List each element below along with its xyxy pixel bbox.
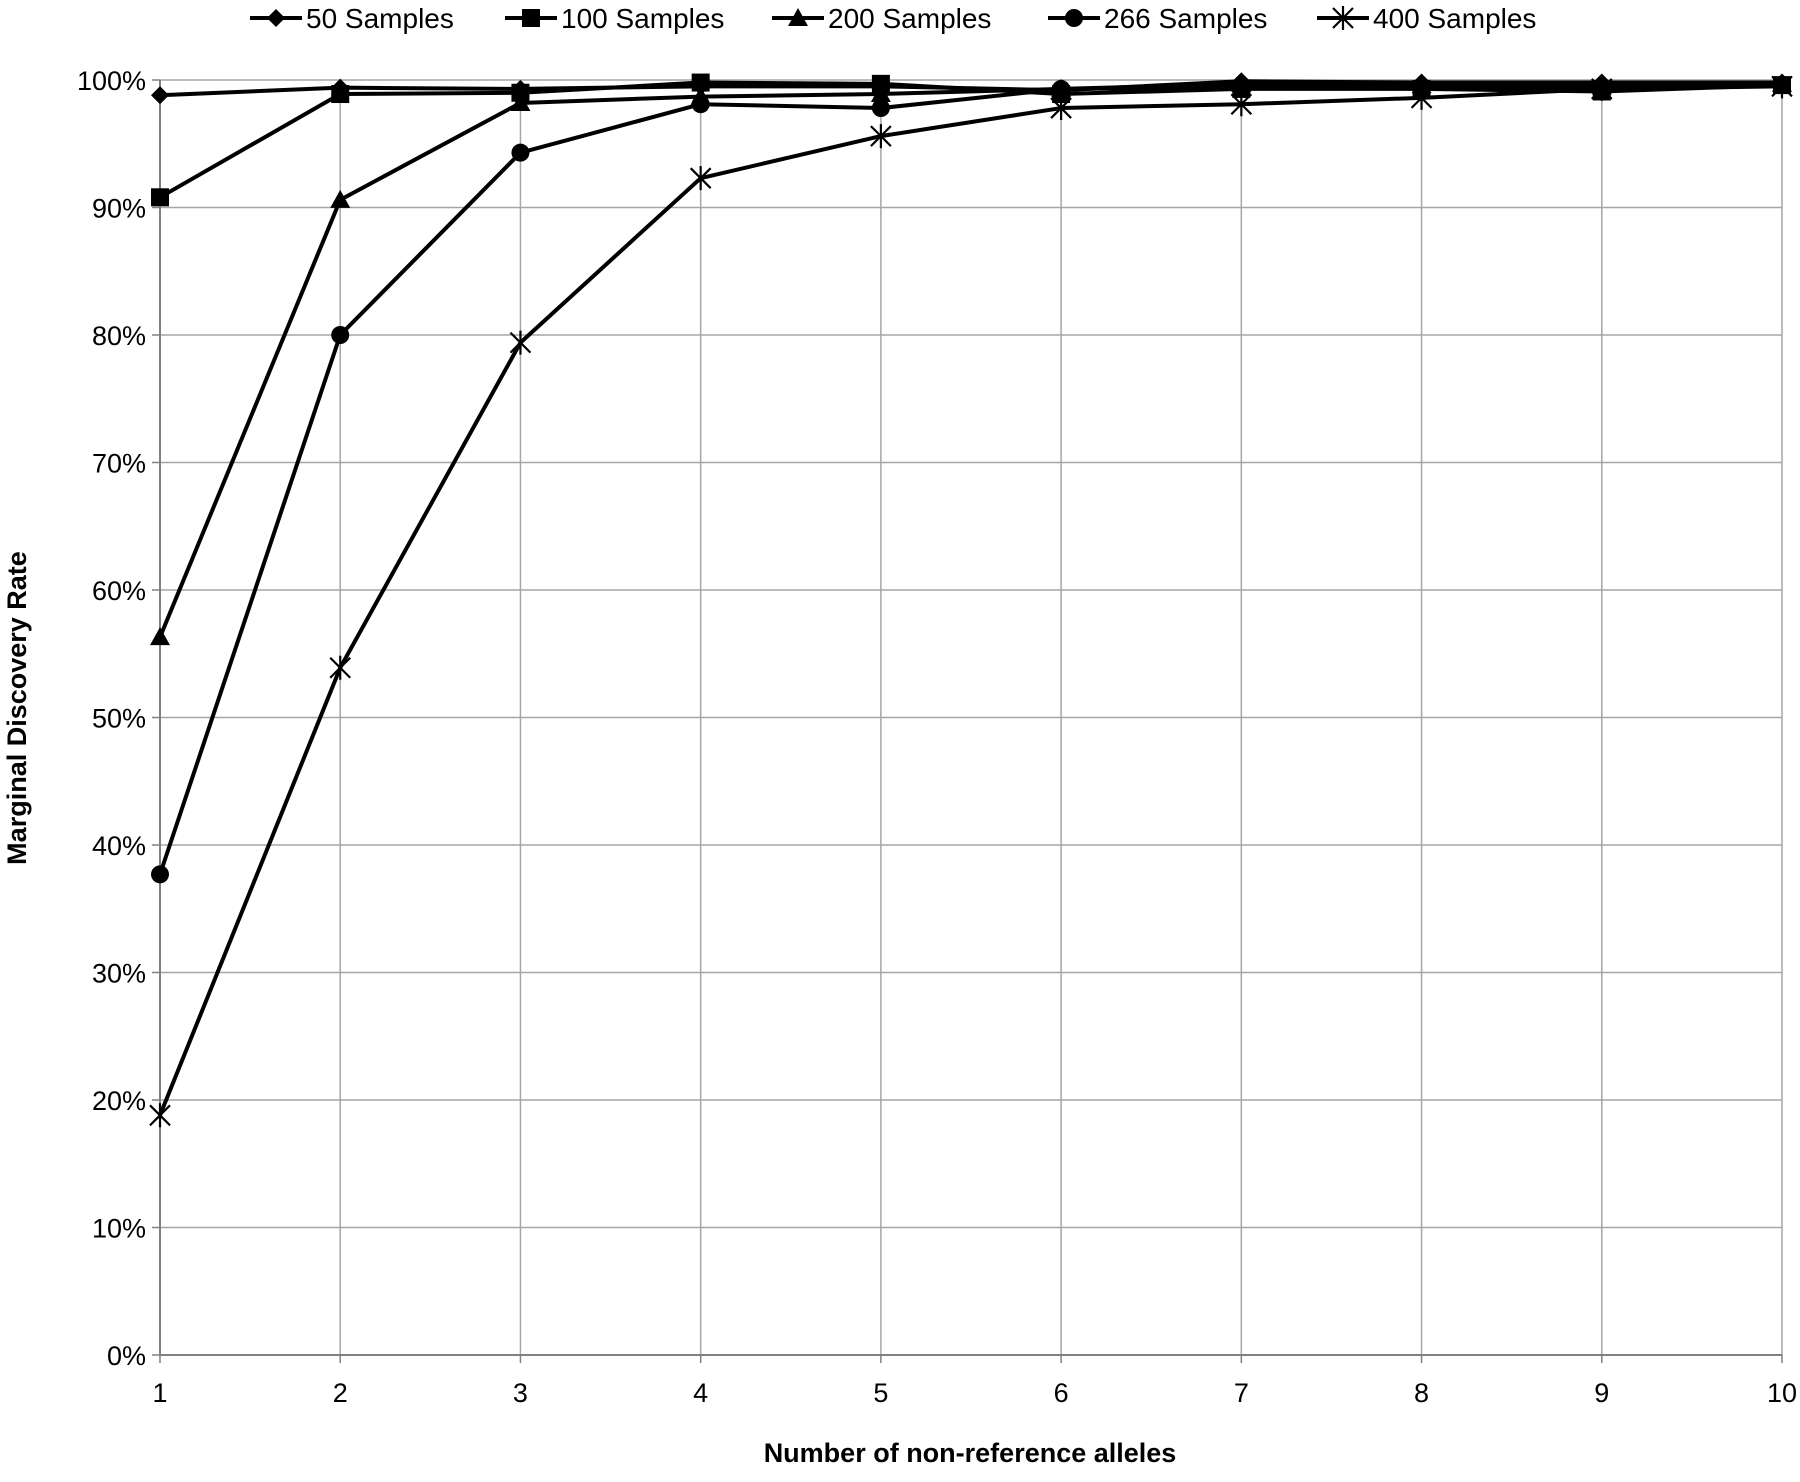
data-point: [510, 92, 531, 111]
data-point: [1771, 74, 1793, 99]
x-axis-title: Number of non-reference alleles: [764, 1438, 1177, 1468]
legend-marker: [1332, 6, 1354, 30]
data-point: [870, 84, 891, 103]
y-tick-label: 60%: [92, 576, 146, 606]
data-point: [1050, 96, 1072, 121]
series-line: [159, 80, 1783, 200]
y-axis-title: Marginal Discovery Rate: [2, 551, 32, 865]
data-point: [871, 74, 890, 93]
series-line: [158, 83, 1783, 875]
legend-marker: [267, 9, 285, 27]
x-tick-label: 2: [333, 1378, 348, 1408]
data-point: [1410, 85, 1433, 110]
x-tick-label: 1: [152, 1378, 167, 1408]
series-line: [158, 84, 1783, 1117]
data-point: [691, 73, 710, 92]
tick-labels: 0% 10% 20% 30% 40% 50% 60% 70% 80% 90% 100% 1 2 3 4 5 6 7…: [77, 66, 1797, 1408]
series-5: [149, 74, 1793, 1128]
data-point: [689, 166, 712, 191]
legend-label: 200 Samples: [828, 3, 991, 34]
data-point: [1052, 79, 1071, 98]
legend-label: 50 Samples: [306, 3, 454, 34]
data-point: [1591, 76, 1613, 101]
y-tick-label: 90%: [92, 194, 146, 224]
data-point: [511, 83, 530, 102]
x-tick-label: 4: [693, 1378, 708, 1408]
x-tick-label: 9: [1594, 1378, 1609, 1408]
legend-item: 50 Samples: [250, 3, 454, 34]
data-point: [329, 655, 351, 680]
legend-marker: [522, 9, 540, 27]
legend-label: 400 Samples: [1373, 3, 1536, 34]
data-point: [330, 189, 351, 208]
legend-marker: [1065, 9, 1083, 27]
axes: [152, 79, 1783, 1363]
data-point: [149, 1103, 171, 1128]
legend-label: 100 Samples: [561, 3, 724, 34]
y-tick-label: 10%: [92, 1214, 146, 1244]
y-tick-label: 20%: [92, 1086, 146, 1116]
x-tick-label: 6: [1054, 1378, 1069, 1408]
y-tick-label: 40%: [92, 831, 146, 861]
series-3: [150, 73, 1792, 646]
x-tick-label: 5: [873, 1378, 888, 1408]
y-tick-label: 100%: [77, 66, 146, 96]
legend-item: 100 Samples: [505, 3, 724, 34]
legend-label: 266 Samples: [1104, 3, 1267, 34]
series-4: [151, 76, 1791, 884]
data-point: [691, 95, 710, 114]
data-point: [151, 188, 169, 207]
data-point: [150, 627, 170, 646]
y-tick-label: 80%: [92, 321, 146, 351]
legend-marker: [788, 8, 808, 26]
x-tick-label: 10: [1767, 1378, 1797, 1408]
data-point: [331, 326, 350, 344]
legend-item: 266 Samples: [1048, 3, 1267, 34]
data-point: [870, 124, 892, 149]
data-point: [331, 85, 350, 104]
gridlines: [160, 79, 1783, 1355]
data-point: [151, 865, 169, 884]
y-tick-label: 50%: [92, 704, 146, 734]
y-tick-label: 70%: [92, 449, 146, 479]
data-point: [1232, 78, 1251, 97]
x-tick-label: 3: [513, 1378, 528, 1408]
data-point: [151, 86, 169, 105]
data-point: [871, 99, 890, 118]
legend-item: 200 Samples: [772, 3, 991, 34]
x-tick-label: 8: [1414, 1378, 1429, 1408]
series-lines: [149, 72, 1793, 1128]
data-point: [511, 143, 530, 162]
legend-item: 400 Samples: [1317, 3, 1536, 34]
y-tick-label: 30%: [92, 959, 146, 989]
data-point: [1230, 92, 1253, 117]
x-tick-label: 7: [1234, 1378, 1249, 1408]
legend: 50 Samples 100 Samples 200 Samples 266 Samp…: [250, 3, 1536, 34]
data-point: [509, 330, 532, 355]
y-tick-label: 0%: [107, 1341, 146, 1371]
